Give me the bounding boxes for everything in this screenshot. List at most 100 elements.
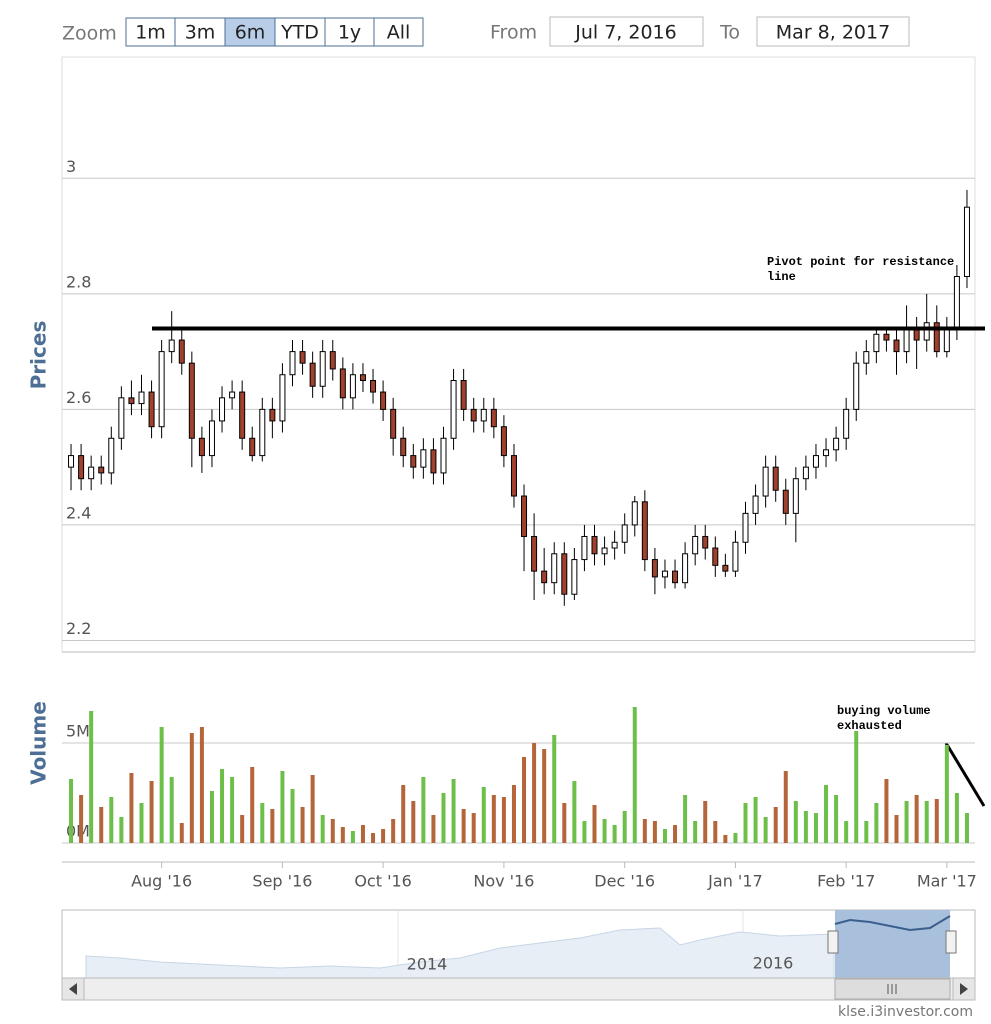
volume-bar — [411, 801, 416, 843]
volume-bar — [220, 769, 225, 843]
zoom-button[interactable] — [274, 17, 326, 47]
candle-body — [641, 501, 648, 561]
candle-body — [712, 547, 719, 566]
x-tick-label: Aug '16 — [131, 872, 192, 891]
navigator-selected-series — [834, 915, 951, 932]
zoom-button-label[interactable]: 1m — [135, 22, 166, 44]
price-axis-title: Prices — [27, 321, 51, 390]
candle-body — [953, 276, 960, 330]
candle-body — [772, 466, 779, 491]
candle-body — [319, 351, 326, 387]
zoom-button-label[interactable]: 6m — [235, 22, 266, 44]
volume-bar — [169, 777, 174, 843]
volume-bar — [703, 801, 708, 843]
candle-body — [812, 455, 819, 468]
volume-bar — [300, 807, 305, 843]
volume-bar — [451, 779, 456, 843]
volume-bar — [260, 803, 265, 843]
volume-bar — [129, 773, 134, 843]
candle-body — [470, 408, 477, 422]
volume-bar — [854, 731, 859, 843]
volume-bar — [79, 795, 84, 843]
volume-bar — [572, 781, 577, 843]
zoom-button-label[interactable]: 3m — [185, 22, 216, 44]
volume-bar — [793, 801, 798, 843]
candle-body — [500, 426, 507, 457]
volume-axis-title: Volume — [27, 701, 51, 785]
navigator-handle[interactable] — [827, 930, 839, 954]
to-input[interactable] — [756, 16, 910, 47]
volume-bar — [119, 817, 124, 843]
x-tick-label: Nov '16 — [473, 872, 534, 891]
volume-bar — [511, 785, 516, 843]
candle-body — [742, 512, 749, 543]
zoom-button-label[interactable]: 1y — [338, 22, 361, 44]
volume-bar — [159, 727, 164, 843]
candle-body — [400, 437, 407, 457]
zoom-button[interactable] — [324, 17, 375, 47]
candle-body — [782, 489, 789, 514]
zoom-button-label[interactable]: All — [387, 22, 411, 44]
volume-bar — [461, 809, 466, 843]
candle-body — [339, 368, 346, 399]
zoom-button[interactable] — [224, 17, 276, 47]
from-input[interactable] — [549, 16, 704, 47]
to-date[interactable]: Mar 8, 2017 — [776, 22, 890, 44]
volume-bar — [250, 767, 255, 843]
candle-body — [682, 553, 689, 584]
volume-bar — [552, 735, 557, 843]
x-tick-label: Jan '17 — [707, 872, 763, 891]
candle-body — [873, 333, 880, 353]
candle-body — [178, 339, 185, 364]
from-label: From — [490, 22, 537, 44]
y-tick-label: 2.8 — [66, 272, 91, 291]
x-tick-label: Mar '17 — [917, 872, 977, 891]
navigator-handle[interactable] — [945, 930, 957, 954]
volume-bar — [501, 797, 506, 843]
annotation: exhausted — [837, 719, 902, 733]
candle-body — [802, 466, 809, 480]
candle-body — [843, 408, 850, 439]
candle-body — [480, 408, 487, 422]
zoom-button-label[interactable]: YTD — [280, 22, 319, 44]
volume-bar — [89, 711, 94, 843]
volume-bar — [280, 771, 285, 843]
candle-body — [188, 362, 195, 439]
candle-body — [611, 541, 618, 549]
candle-body — [349, 374, 356, 399]
candle-body — [299, 351, 306, 364]
candle-body — [601, 547, 608, 555]
candle-body — [722, 564, 729, 572]
scrollbar-grip — [887, 984, 897, 994]
toolbar: Zoom From Jul 7, 2016 To Mar 8, 2017 1m 3… — [62, 16, 910, 47]
navigator-label: 2016 — [753, 954, 794, 973]
candle-body — [672, 570, 679, 584]
volume-bar — [149, 781, 154, 843]
candle-body — [692, 535, 699, 555]
volume-bar — [431, 815, 436, 843]
candle-body — [440, 437, 447, 474]
volume-bar — [360, 825, 365, 843]
navigator-series — [85, 927, 835, 979]
from-date[interactable]: Jul 7, 2016 — [574, 22, 677, 44]
candle-body — [269, 408, 276, 422]
candle-body — [359, 374, 366, 381]
zoom-button[interactable] — [125, 17, 176, 47]
candle-body — [541, 570, 548, 584]
volume-bar — [592, 805, 597, 843]
volume-bar — [632, 707, 637, 843]
candle-body — [370, 379, 377, 393]
candle-body — [732, 541, 739, 572]
volume-bar — [179, 823, 184, 843]
candle-body — [581, 535, 588, 561]
candle-body — [561, 553, 568, 595]
y-tick-label: 2.4 — [66, 503, 91, 522]
zoom-button[interactable] — [373, 17, 424, 47]
annotation: buying volume — [837, 704, 931, 718]
candle-body — [893, 339, 900, 353]
candle-body — [963, 206, 970, 278]
navigator: 2014 2016 — [61, 909, 976, 979]
candle-body — [792, 478, 799, 514]
volume-bar — [320, 815, 325, 843]
volume-bar — [310, 775, 315, 843]
